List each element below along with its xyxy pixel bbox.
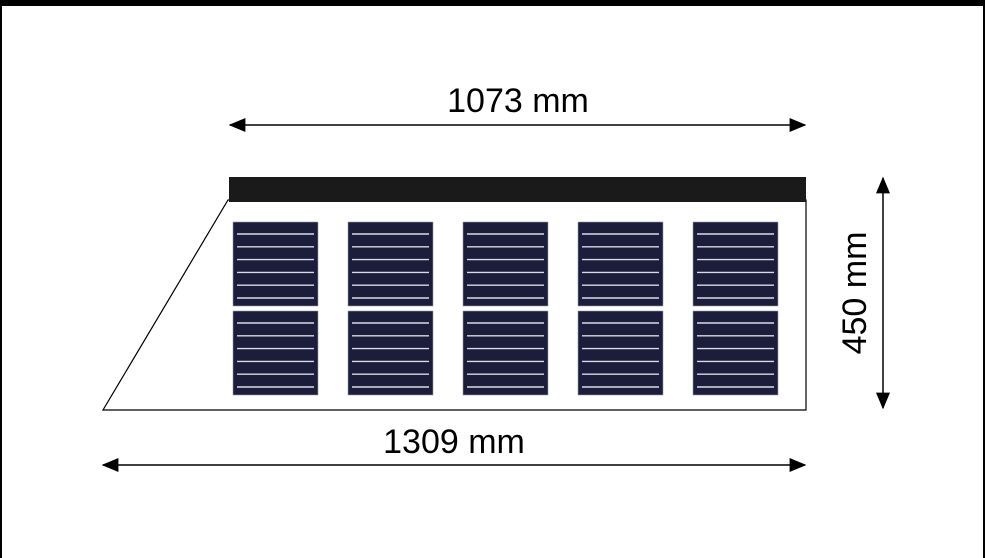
bottom-dimension: 1309 mm <box>101 423 807 472</box>
solar-cell <box>347 221 434 307</box>
solar-cell <box>232 310 319 396</box>
solar-cell-body <box>692 310 779 396</box>
solar-cell-grid <box>232 221 779 396</box>
height-dimension: 450 mm <box>836 176 890 410</box>
solar-cell-body <box>577 221 664 307</box>
solar-cell <box>347 310 434 396</box>
solar-cell <box>232 221 319 307</box>
panel-top-rail <box>229 177 806 202</box>
height-dimension-label: 450 mm <box>836 232 874 355</box>
solar-cell-body <box>462 221 549 307</box>
solar-cell <box>577 221 664 307</box>
solar-cell <box>462 221 549 307</box>
solar-cell-body <box>692 221 779 307</box>
top-dimension-label: 1073 mm <box>447 82 589 120</box>
solar-cell <box>462 310 549 396</box>
solar-cell-body <box>232 221 319 307</box>
solar-cell <box>692 310 779 396</box>
top-dimension: 1073 mm <box>228 82 807 132</box>
solar-cell-body <box>577 310 664 396</box>
solar-cell-body <box>462 310 549 396</box>
solar-cell <box>577 310 664 396</box>
solar-cell-body <box>232 310 319 396</box>
bottom-dimension-label: 1309 mm <box>383 423 525 461</box>
solar-cell-body <box>347 310 434 396</box>
solar-cell-body <box>347 221 434 307</box>
solar-cell <box>692 221 779 307</box>
